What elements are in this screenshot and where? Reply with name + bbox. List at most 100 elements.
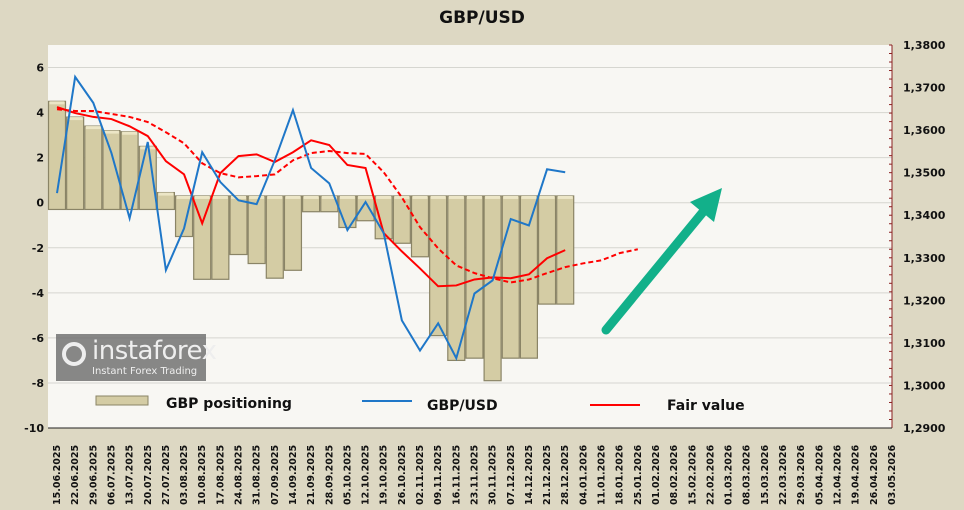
x-tick-label: 03.08.2025 xyxy=(179,445,190,505)
x-tick-label: 03.05.2026 xyxy=(887,445,898,505)
x-tick-label: 07.09.2025 xyxy=(270,445,281,505)
x-tick-label: 28.12.2025 xyxy=(560,445,571,505)
bar-highlight xyxy=(194,195,210,199)
bar xyxy=(465,195,484,359)
bar xyxy=(229,195,248,256)
x-tick-label: 01.03.2026 xyxy=(724,445,735,505)
bar-highlight xyxy=(557,195,573,199)
x-tick-label: 20.07.2025 xyxy=(143,445,154,505)
right-tick-label: 1,3700 xyxy=(903,82,946,95)
bar-highlight xyxy=(539,195,555,199)
x-tick-label: 07.12.2025 xyxy=(506,445,517,505)
left-tick-label: -2 xyxy=(32,242,44,255)
bar xyxy=(66,116,85,211)
bar-highlight xyxy=(67,117,83,121)
gbpusd-line xyxy=(56,74,566,361)
logo-tagline: Instant Forex Trading xyxy=(92,366,198,377)
x-tick-label: 14.09.2025 xyxy=(288,445,299,505)
bar xyxy=(247,195,266,265)
bar-highlight xyxy=(158,192,174,196)
x-tick-label: 15.06.2025 xyxy=(52,445,63,505)
x-tick-label: 06.07.2025 xyxy=(106,445,117,505)
legend-swatch-positioning xyxy=(95,395,149,406)
bar-highlight xyxy=(485,195,501,199)
x-tick-label: 23.11.2025 xyxy=(469,445,480,505)
right-tick-label: 1,3500 xyxy=(903,167,946,180)
x-tick-label: 29.06.2025 xyxy=(88,445,99,505)
bar-highlight xyxy=(122,131,138,135)
bar-highlight xyxy=(249,195,265,199)
x-tick-label: 30.11.2025 xyxy=(488,445,499,505)
x-tick-label: 31.08.2025 xyxy=(252,445,263,505)
bar-highlight xyxy=(285,195,301,199)
x-tick-label: 02.11.2025 xyxy=(415,445,426,505)
bar-highlight xyxy=(85,126,101,130)
left-tick-label: 6 xyxy=(36,62,44,75)
left-tick-label: 2 xyxy=(36,152,44,165)
bar-highlight xyxy=(358,195,374,199)
legend-label-fair-value: Fair value xyxy=(667,398,745,414)
x-tick-label: 15.03.2026 xyxy=(760,445,771,505)
bar-highlight xyxy=(376,195,392,199)
fair-value-forecast-line xyxy=(56,108,639,284)
bar-highlight xyxy=(412,195,428,199)
bar xyxy=(211,195,230,280)
right-tick-label: 1,3800 xyxy=(903,39,946,52)
x-tick-label: 21.09.2025 xyxy=(306,445,317,505)
x-tick-label: 08.03.2026 xyxy=(742,445,753,505)
x-tick-label: 28.09.2025 xyxy=(324,445,335,505)
right-tick-label: 1,3400 xyxy=(903,209,946,222)
x-tick-label: 21.12.2025 xyxy=(542,445,553,505)
x-tick-label: 27.07.2025 xyxy=(161,445,172,505)
bar xyxy=(483,195,502,382)
bar-highlight xyxy=(303,195,319,199)
x-tick-label: 10.08.2025 xyxy=(197,445,208,505)
bar-highlight xyxy=(430,195,446,199)
x-tick-label: 17.08.2025 xyxy=(215,445,226,505)
bar xyxy=(338,195,357,229)
x-tick-label: 25.01.2026 xyxy=(633,445,644,505)
bar xyxy=(84,125,103,211)
chart-title: GBP/USD xyxy=(439,8,525,28)
bar xyxy=(356,195,375,222)
logo-text: instaforex xyxy=(92,336,217,366)
bar-highlight xyxy=(267,195,283,199)
bar xyxy=(556,195,575,305)
left-tick-label: 0 xyxy=(36,197,44,210)
right-tick-label: 1,3000 xyxy=(903,379,946,392)
trend-arrow-head xyxy=(690,188,722,222)
x-tick-label: 09.11.2025 xyxy=(433,445,444,505)
x-tick-label: 22.06.2025 xyxy=(70,445,81,505)
x-tick-label: 05.10.2025 xyxy=(342,445,353,505)
x-tick-label: 26.10.2025 xyxy=(397,445,408,505)
right-tick-label: 1,2900 xyxy=(903,422,946,435)
legend-label-gbpusd: GBP/USD xyxy=(427,398,498,414)
bar xyxy=(537,195,557,305)
bar-highlight xyxy=(212,195,228,199)
x-tick-label: 14.12.2025 xyxy=(524,445,535,505)
fair-value-line xyxy=(56,106,566,288)
bar-highlight xyxy=(231,195,246,199)
legend-label-positioning: GBP positioning xyxy=(166,396,292,412)
x-tick-label: 12.10.2025 xyxy=(361,445,372,505)
bar-highlight xyxy=(503,195,519,199)
bar-highlight xyxy=(521,195,537,199)
bar xyxy=(283,195,303,271)
right-tick-label: 1,3100 xyxy=(903,337,946,350)
x-tick-label: 16.11.2025 xyxy=(451,445,462,505)
x-tick-label: 29.03.2026 xyxy=(796,445,807,505)
left-tick-label: -4 xyxy=(32,287,45,300)
x-tick-label: 13.07.2025 xyxy=(125,445,136,505)
gear-logo-icon xyxy=(62,342,86,366)
left-tick-label: 4 xyxy=(36,107,44,120)
bar-highlight xyxy=(176,195,192,199)
x-tick-label: 26.04.2026 xyxy=(869,445,880,505)
right-tick-label: 1,3300 xyxy=(903,252,946,265)
right-tick-label: 1,3200 xyxy=(903,294,946,307)
x-tick-label: 22.02.2026 xyxy=(705,445,716,505)
x-tick-label: 04.01.2026 xyxy=(578,445,589,505)
bar-highlight xyxy=(321,195,337,199)
x-tick-label: 12.04.2026 xyxy=(832,445,843,505)
bar xyxy=(392,195,411,244)
bar xyxy=(102,130,121,211)
